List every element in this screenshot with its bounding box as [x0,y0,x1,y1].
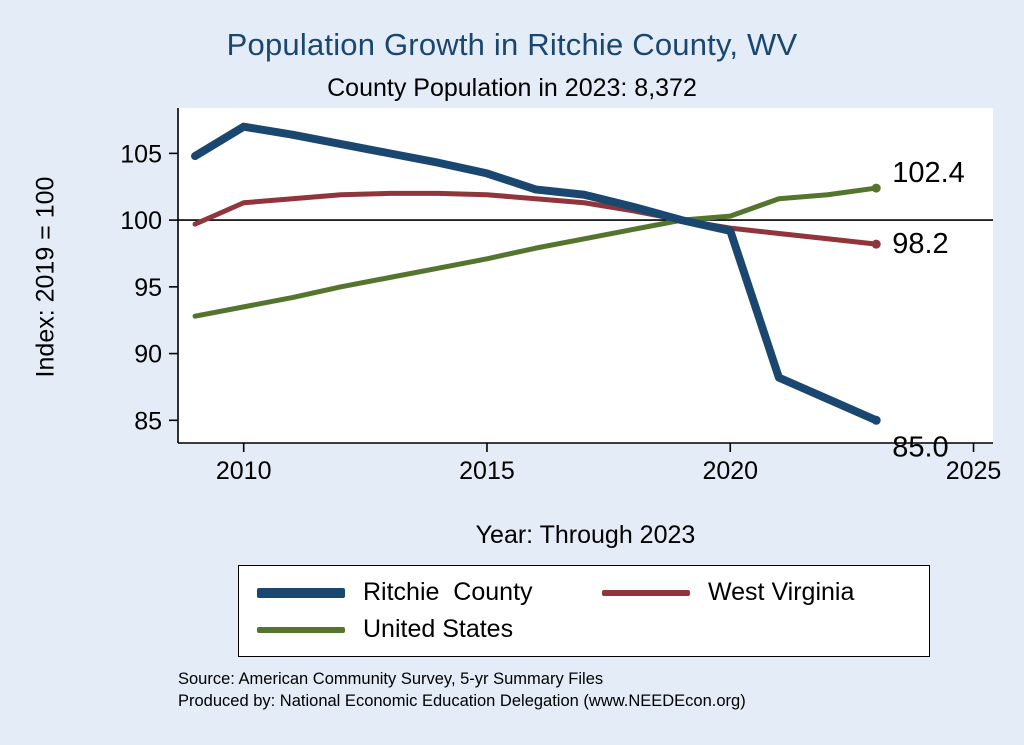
x-axis-label: Year: Through 2023 [475,521,696,549]
chart-subtitle: County Population in 2023: 8,372 [327,74,697,102]
legend-line-sample-ritchie-county [257,587,345,598]
series-end-marker-united-states [871,183,881,193]
y-tick-label: 105 [120,140,162,168]
legend-item-west-virginia: West Virginia [584,578,929,607]
source-note: Source: American Community Survey, 5-yr … [178,668,746,712]
legend-label-ritchie-county: Ritchie County [363,578,533,606]
legend-line-sample-united-states [257,626,345,633]
legend-item-united-states: United States [239,615,584,644]
legend: Ritchie County West Virginia United Stat… [238,565,930,657]
legend-line-sample-west-virginia [602,589,690,596]
series-line-ritchie-county [191,122,881,425]
series-end-label-united-states: 102.4 [892,157,965,189]
source-line-2: Produced by: National Economic Education… [178,692,746,710]
series-end-marker-ritchie-county [871,415,881,425]
y-tick-label: 95 [134,274,162,302]
source-line-1: Source: American Community Survey, 5-yr … [178,670,604,688]
series-line-united-states [192,185,879,319]
x-tick-label: 2025 [946,457,1002,485]
y-tick-label: 90 [134,341,162,369]
series-end-label-west-virginia: 98.2 [892,228,948,260]
chart-title: Population Growth in Ritchie County, WV [226,27,798,62]
series-end-label-ritchie-county: 85.0 [892,431,948,463]
legend-item-ritchie-county: Ritchie County [239,578,584,607]
series-line-west-virginia [192,190,879,247]
x-tick-label: 2020 [702,457,758,485]
legend-label-united-states: United States [363,615,514,643]
series-end-marker-west-virginia [871,239,881,249]
plot-area [178,108,993,443]
x-tick-label: 2010 [216,457,272,485]
y-tick-label: 100 [120,207,162,235]
x-tick-label: 2015 [459,457,515,485]
y-tick-label: 85 [134,407,162,435]
legend-label-west-virginia: West Virginia [708,578,855,606]
